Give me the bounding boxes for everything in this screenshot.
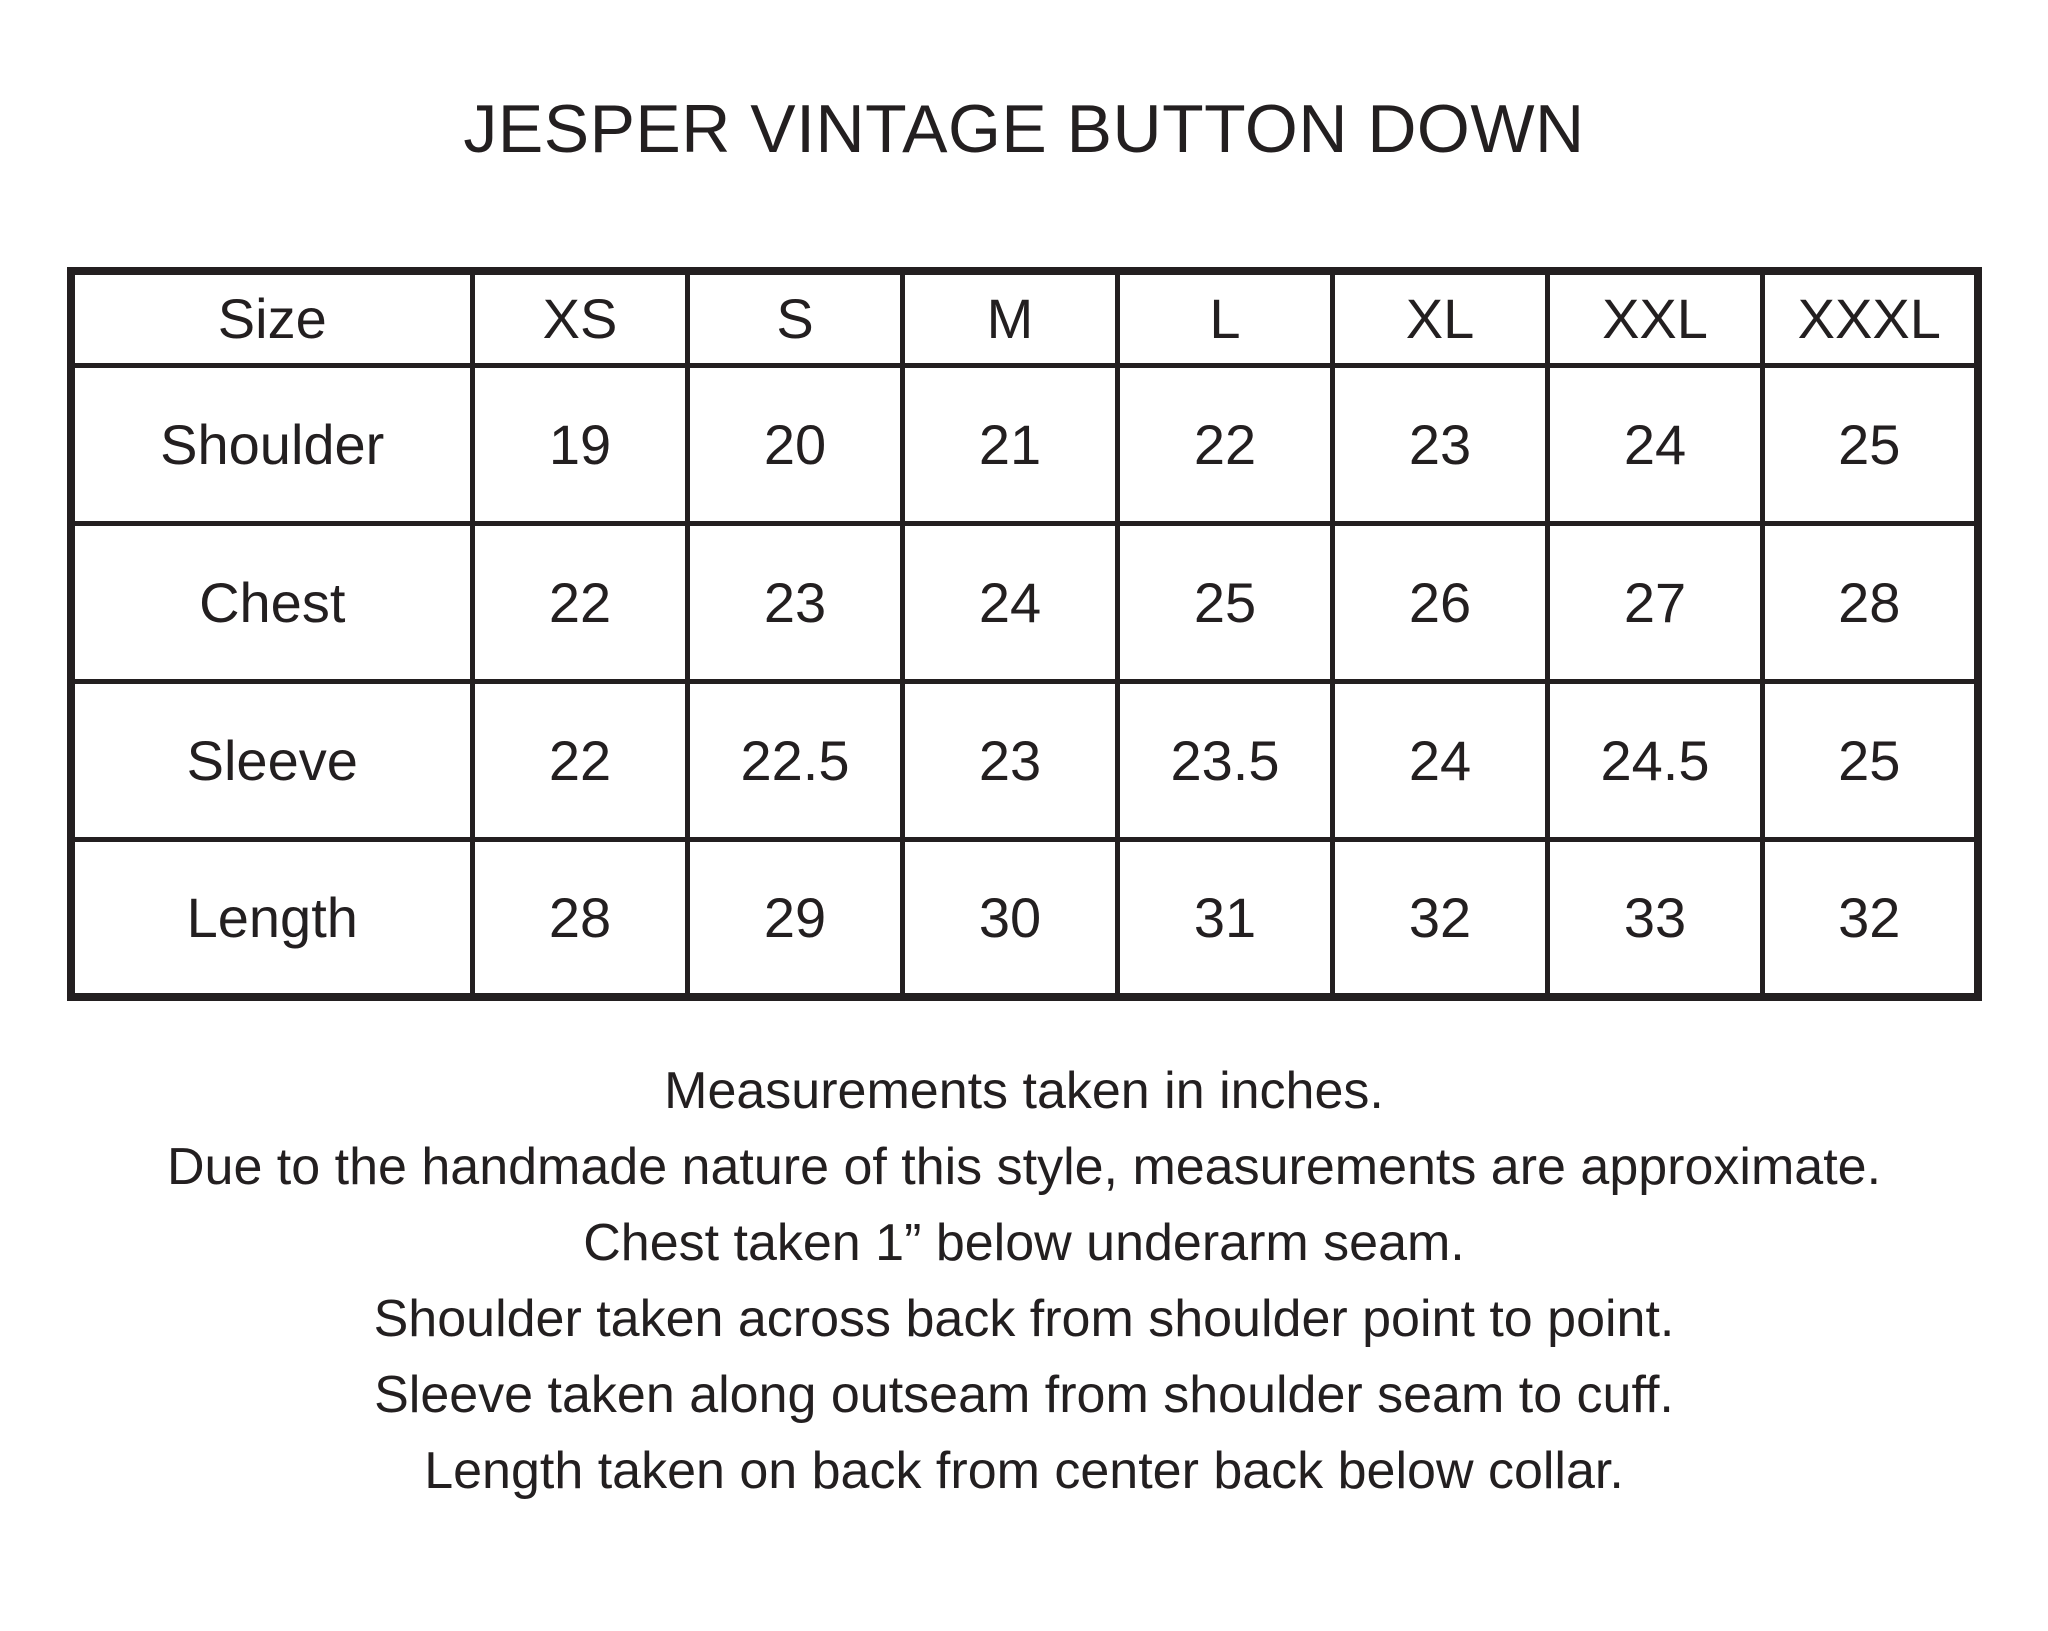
- shoulder-xs-value: 19: [470, 362, 690, 526]
- header-cell-xs: XS: [470, 268, 690, 368]
- note-sleeve: Sleeve taken along outseam from shoulder…: [374, 1366, 1674, 1424]
- note-units: Measurements taken in inches.: [664, 1062, 1384, 1120]
- row-label-length: Length: [68, 836, 475, 1000]
- sleeve-xl-value: 24: [1330, 678, 1550, 842]
- shoulder-s-value: 20: [685, 362, 905, 526]
- sleeve-m-value: 23: [900, 678, 1120, 842]
- sleeve-xxl-value: 24.5: [1545, 678, 1765, 842]
- header-cell-s: S: [685, 268, 905, 368]
- row-label-sleeve: Sleeve: [68, 678, 475, 842]
- table-header-row: Size XS S M L XL XXL XXXL: [68, 268, 1980, 368]
- note-shoulder: Shoulder taken across back from shoulder…: [373, 1290, 1675, 1348]
- length-xs-value: 28: [470, 836, 690, 1000]
- sleeve-l-value: 23.5: [1115, 678, 1335, 842]
- length-m-value: 30: [900, 836, 1120, 1000]
- chest-s-value: 23: [685, 520, 905, 684]
- header-cell-size: Size: [68, 268, 475, 368]
- chest-xl-value: 26: [1330, 520, 1550, 684]
- header-cell-l: L: [1115, 268, 1335, 368]
- row-label-chest: Chest: [68, 520, 475, 684]
- length-xxl-value: 33: [1545, 836, 1765, 1000]
- header-cell-xl: XL: [1330, 268, 1550, 368]
- sleeve-s-value: 22.5: [685, 678, 905, 842]
- table-row-shoulder: Shoulder 19 20 21 22 23 24 25: [68, 362, 1980, 526]
- table-row-sleeve: Sleeve 22 22.5 23 23.5 24 24.5 25: [68, 678, 1980, 842]
- length-l-value: 31: [1115, 836, 1335, 1000]
- sleeve-xxxl-value: 25: [1760, 678, 1980, 842]
- size-chart-table: Size XS S M L XL XXL XXXL Shoulder 19 20…: [66, 267, 1982, 1001]
- length-xxxl-value: 32: [1760, 836, 1980, 1000]
- measurement-notes: Measurements taken in inches. Due to the…: [0, 1053, 2048, 1509]
- shoulder-xl-value: 23: [1330, 362, 1550, 526]
- chest-l-value: 25: [1115, 520, 1335, 684]
- row-label-shoulder: Shoulder: [68, 362, 475, 526]
- header-cell-xxl: XXL: [1545, 268, 1765, 368]
- shoulder-m-value: 21: [900, 362, 1120, 526]
- size-chart-page: JESPER VINTAGE BUTTON DOWN Size XS S M L…: [0, 95, 2048, 1631]
- header-cell-m: M: [900, 268, 1120, 368]
- note-length: Length taken on back from center back be…: [424, 1442, 1624, 1500]
- chest-xs-value: 22: [470, 520, 690, 684]
- sleeve-xs-value: 22: [470, 678, 690, 842]
- header-cell-xxxl: XXXL: [1760, 268, 1980, 368]
- length-s-value: 29: [685, 836, 905, 1000]
- chest-xxxl-value: 28: [1760, 520, 1980, 684]
- page-title: JESPER VINTAGE BUTTON DOWN: [463, 91, 1585, 167]
- chest-xxl-value: 27: [1545, 520, 1765, 684]
- table-row-chest: Chest 22 23 24 25 26 27 28: [68, 520, 1980, 684]
- shoulder-l-value: 22: [1115, 362, 1335, 526]
- chest-m-value: 24: [900, 520, 1120, 684]
- length-xl-value: 32: [1330, 836, 1550, 1000]
- table-row-length: Length 28 29 30 31 32 33 32: [68, 836, 1980, 1000]
- note-handmade: Due to the handmade nature of this style…: [166, 1138, 1882, 1196]
- shoulder-xxl-value: 24: [1545, 362, 1765, 526]
- note-chest: Chest taken 1” below underarm seam.: [583, 1214, 1465, 1272]
- shoulder-xxxl-value: 25: [1760, 362, 1980, 526]
